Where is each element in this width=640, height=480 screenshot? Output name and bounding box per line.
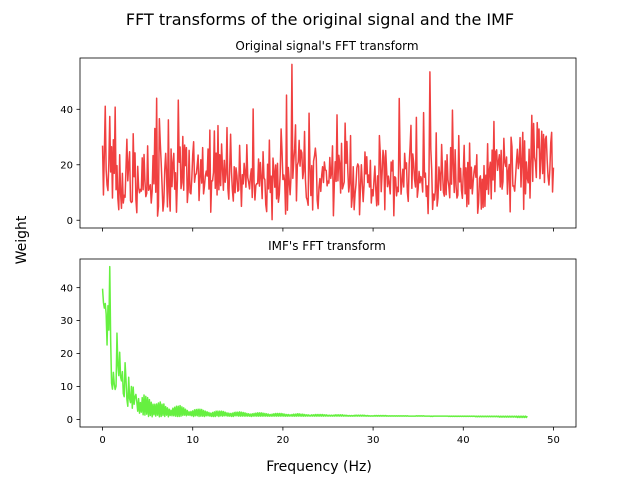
bottom-plot-area: 0 10 20 30 40 50 0 10 20 30 40 [60,258,577,446]
y-tick-label: 20 [60,160,73,171]
y-tick-label: 0 [67,415,73,426]
series-line [101,265,528,419]
y-tick-label: 0 [67,216,73,227]
bottom-subplot: IMF's FFT transform 0 10 20 30 40 50 0 10 20 30 40 [60,239,577,446]
x-tick-label: 50 [547,435,560,446]
y-tick-label: 30 [60,316,73,327]
y-tick-label: 40 [60,283,73,294]
top-subplot: Original signal's FFT transform 0 20 40 [60,39,577,232]
top-plot-area: 0 20 40 [60,57,577,232]
bottom-subplot-title: IMF's FFT transform [268,239,386,253]
top-subplot-title: Original signal's FFT transform [235,39,418,53]
series-line [101,63,555,221]
y-tick-label: 10 [60,382,73,393]
x-axis-label: Frequency (Hz) [266,459,372,475]
x-tick-label: 40 [457,435,470,446]
x-tick-label: 20 [277,435,290,446]
x-tick-label: 30 [367,435,380,446]
figure-title: FFT transforms of the original signal an… [126,10,514,29]
axes-frame [79,258,577,428]
axes-frame [79,57,577,229]
y-axis-label: Weight [14,215,30,264]
y-tick-label: 20 [60,349,73,360]
x-tick-label: 10 [186,435,199,446]
x-tick-label: 0 [99,435,105,446]
y-tick-label: 40 [60,105,73,116]
